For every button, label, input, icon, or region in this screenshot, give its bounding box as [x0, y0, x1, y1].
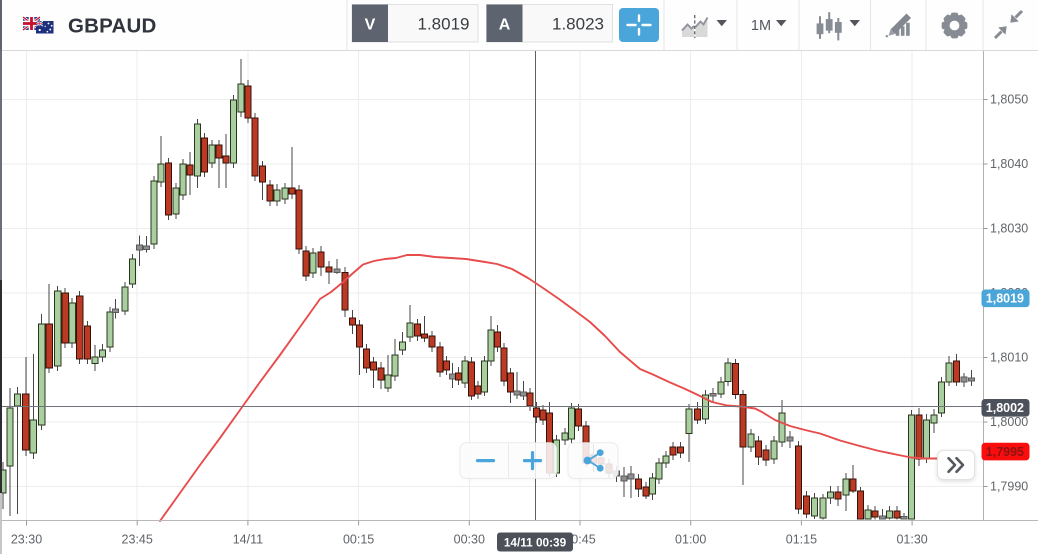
svg-text:23:45: 23:45 — [122, 533, 153, 547]
svg-text:01:30: 01:30 — [896, 533, 927, 547]
svg-text:1,7990: 1,7990 — [990, 480, 1028, 494]
svg-text:23:30: 23:30 — [11, 533, 42, 547]
svg-text:00:30: 00:30 — [454, 533, 485, 547]
svg-text:1,8002: 1,8002 — [986, 401, 1024, 415]
svg-text:1,8040: 1,8040 — [990, 157, 1028, 171]
svg-text:1.8019: 1.8019 — [418, 15, 470, 34]
svg-text:1,8050: 1,8050 — [990, 93, 1028, 107]
svg-text:GBPAUD: GBPAUD — [68, 15, 157, 38]
svg-text:14/11 00:39: 14/11 00:39 — [504, 535, 567, 549]
svg-text:14/11: 14/11 — [233, 533, 263, 547]
svg-text:1.8023: 1.8023 — [552, 15, 604, 34]
svg-text:1,8019: 1,8019 — [986, 292, 1024, 306]
svg-text:1M: 1M — [751, 18, 771, 34]
svg-text:01:00: 01:00 — [675, 533, 706, 547]
svg-text:1,8030: 1,8030 — [990, 222, 1028, 236]
svg-text:1,8010: 1,8010 — [990, 351, 1028, 365]
svg-text:V: V — [365, 17, 376, 34]
svg-text:1,7995: 1,7995 — [986, 445, 1024, 459]
svg-text:00:15: 00:15 — [343, 533, 374, 547]
svg-text:01:15: 01:15 — [786, 533, 817, 547]
svg-text:1,8000: 1,8000 — [990, 415, 1028, 429]
svg-text:A: A — [499, 17, 511, 34]
